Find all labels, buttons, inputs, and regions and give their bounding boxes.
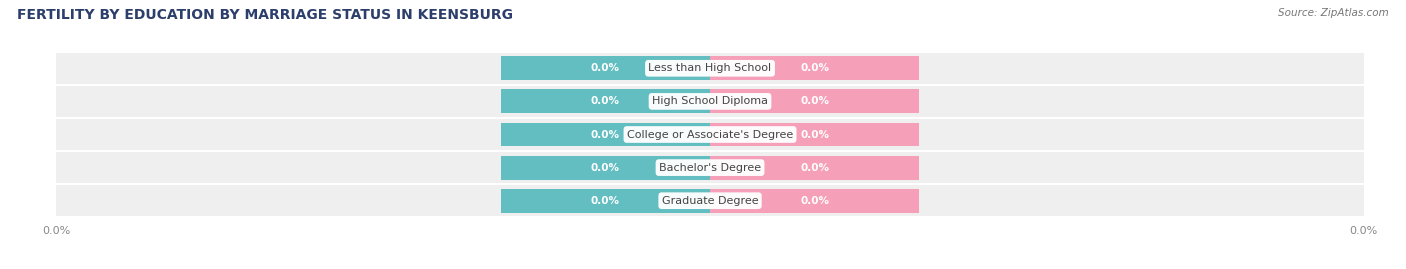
Bar [710,156,920,179]
Bar [710,189,920,213]
Bar [710,123,920,146]
Bar [710,90,920,113]
Bar [501,189,710,213]
Text: High School Diploma: High School Diploma [652,96,768,107]
Text: Graduate Degree: Graduate Degree [662,196,758,206]
Bar [56,119,1364,150]
Bar [501,56,710,80]
Bar [501,189,710,213]
Text: 0.0%: 0.0% [591,129,620,140]
Bar [501,56,710,80]
Bar [710,189,920,213]
Bar [56,186,1364,216]
Bar [501,90,710,113]
Bar [710,123,920,146]
Bar [501,123,710,146]
Text: FERTILITY BY EDUCATION BY MARRIAGE STATUS IN KEENSBURG: FERTILITY BY EDUCATION BY MARRIAGE STATU… [17,8,513,22]
Bar [501,156,710,179]
Text: Less than High School: Less than High School [648,63,772,73]
Bar [501,156,710,179]
Bar [710,90,920,113]
Bar [501,123,710,146]
Text: 0.0%: 0.0% [591,63,620,73]
Bar [56,53,1364,83]
Text: Bachelor's Degree: Bachelor's Degree [659,162,761,173]
Text: 0.0%: 0.0% [591,96,620,107]
Bar [501,90,710,113]
Bar [56,86,1364,117]
Bar [710,156,920,179]
Text: 0.0%: 0.0% [800,63,830,73]
Text: College or Associate's Degree: College or Associate's Degree [627,129,793,140]
Text: 0.0%: 0.0% [800,162,830,173]
Text: 0.0%: 0.0% [591,162,620,173]
Bar [710,56,920,80]
Bar [56,152,1364,183]
Text: 0.0%: 0.0% [800,96,830,107]
Bar [710,56,920,80]
Text: 0.0%: 0.0% [591,196,620,206]
Text: 0.0%: 0.0% [800,129,830,140]
Text: Source: ZipAtlas.com: Source: ZipAtlas.com [1278,8,1389,18]
Text: 0.0%: 0.0% [800,196,830,206]
